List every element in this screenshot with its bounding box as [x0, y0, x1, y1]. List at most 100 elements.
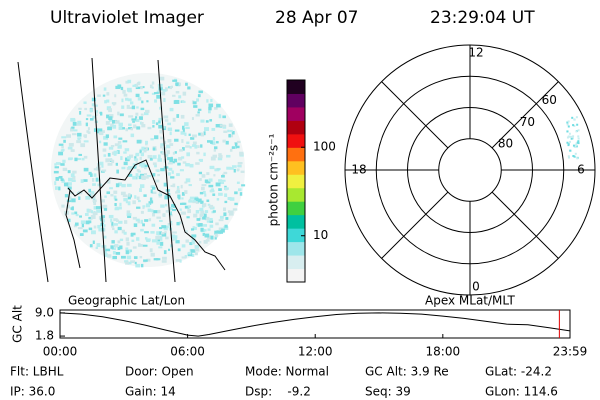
speckle — [117, 246, 121, 251]
speckle — [156, 169, 160, 172]
speckle — [67, 186, 72, 190]
speckle — [570, 135, 573, 138]
speckle — [168, 211, 172, 216]
speckle — [141, 146, 145, 151]
speckle — [108, 146, 114, 150]
speckle — [170, 184, 174, 187]
speckle — [104, 195, 107, 198]
speckle — [123, 231, 127, 235]
speckle — [93, 201, 97, 206]
status-field: Gain: 14 — [125, 385, 176, 399]
speckle — [227, 196, 232, 201]
meridian — [17, 61, 49, 283]
speckle — [105, 248, 111, 252]
speckle — [107, 126, 112, 131]
speckle — [85, 195, 91, 200]
speckle — [105, 121, 110, 125]
speckle — [169, 158, 174, 163]
speckle — [184, 122, 189, 126]
speckle — [135, 93, 140, 98]
speckle — [136, 237, 140, 241]
speckle — [189, 163, 194, 168]
speckle — [238, 188, 242, 192]
speckle — [139, 184, 145, 189]
speckle — [114, 143, 120, 147]
speckle — [184, 255, 187, 258]
speckle — [158, 219, 163, 222]
speckle — [77, 120, 82, 125]
colorbar-segment — [287, 106, 305, 121]
speckle — [172, 237, 175, 241]
speckle — [95, 110, 98, 113]
speckle — [225, 217, 229, 220]
speckle — [233, 168, 236, 173]
speckle — [222, 173, 225, 176]
speckle — [147, 208, 152, 212]
colorbar-segment — [287, 120, 305, 135]
speckle — [159, 76, 165, 81]
speckle — [179, 208, 182, 211]
speckle — [141, 124, 146, 128]
speckle — [126, 255, 132, 260]
colorbar-segment — [287, 147, 305, 162]
speckle — [122, 89, 126, 94]
speckle — [111, 221, 114, 226]
speckle — [72, 133, 77, 136]
speckle — [231, 146, 235, 149]
speckle — [226, 166, 231, 170]
speckle — [102, 94, 106, 97]
speckle — [204, 193, 207, 197]
speckle — [130, 260, 136, 264]
speckle — [176, 188, 180, 191]
speckle — [89, 173, 93, 177]
speckle — [200, 210, 205, 214]
speckle — [199, 207, 204, 212]
speckle — [158, 195, 162, 198]
speckle — [98, 131, 104, 135]
speckle — [213, 146, 218, 150]
speckle — [151, 239, 157, 243]
speckle — [135, 86, 141, 90]
speckle — [210, 98, 213, 102]
speckle — [219, 215, 224, 219]
speckle — [566, 121, 569, 124]
speckle — [142, 205, 146, 208]
speckle — [95, 112, 98, 116]
speckle — [224, 224, 228, 228]
mlt-label: 12 — [468, 46, 483, 60]
speckle — [78, 153, 83, 156]
y-tick-label: 1.8 — [35, 329, 54, 343]
speckle — [152, 162, 157, 166]
speckle — [154, 164, 157, 168]
speckle — [100, 215, 106, 219]
speckle — [127, 156, 131, 160]
speckle — [237, 164, 242, 168]
speckle — [145, 203, 151, 208]
speckle — [61, 179, 66, 183]
speckle — [62, 159, 66, 163]
speckle — [204, 127, 210, 131]
speckle — [197, 111, 200, 114]
speckle — [154, 135, 159, 140]
speckle — [203, 152, 206, 157]
speckle — [118, 220, 123, 224]
speckle — [185, 239, 189, 243]
speckle — [175, 90, 180, 94]
speckle — [112, 227, 115, 231]
speckle — [70, 149, 75, 152]
speckle — [132, 163, 136, 168]
speckle — [186, 152, 191, 157]
speckle — [144, 219, 149, 222]
speckle — [135, 218, 140, 222]
speckle — [145, 143, 148, 146]
speckle — [150, 189, 153, 194]
speckle — [240, 170, 245, 173]
speckle — [152, 125, 155, 128]
speckle — [577, 129, 580, 132]
speckle — [176, 114, 180, 118]
speckle — [74, 157, 78, 162]
speckle — [567, 143, 570, 146]
speckle — [53, 170, 59, 174]
speckle — [145, 109, 150, 113]
speckle — [120, 156, 123, 161]
